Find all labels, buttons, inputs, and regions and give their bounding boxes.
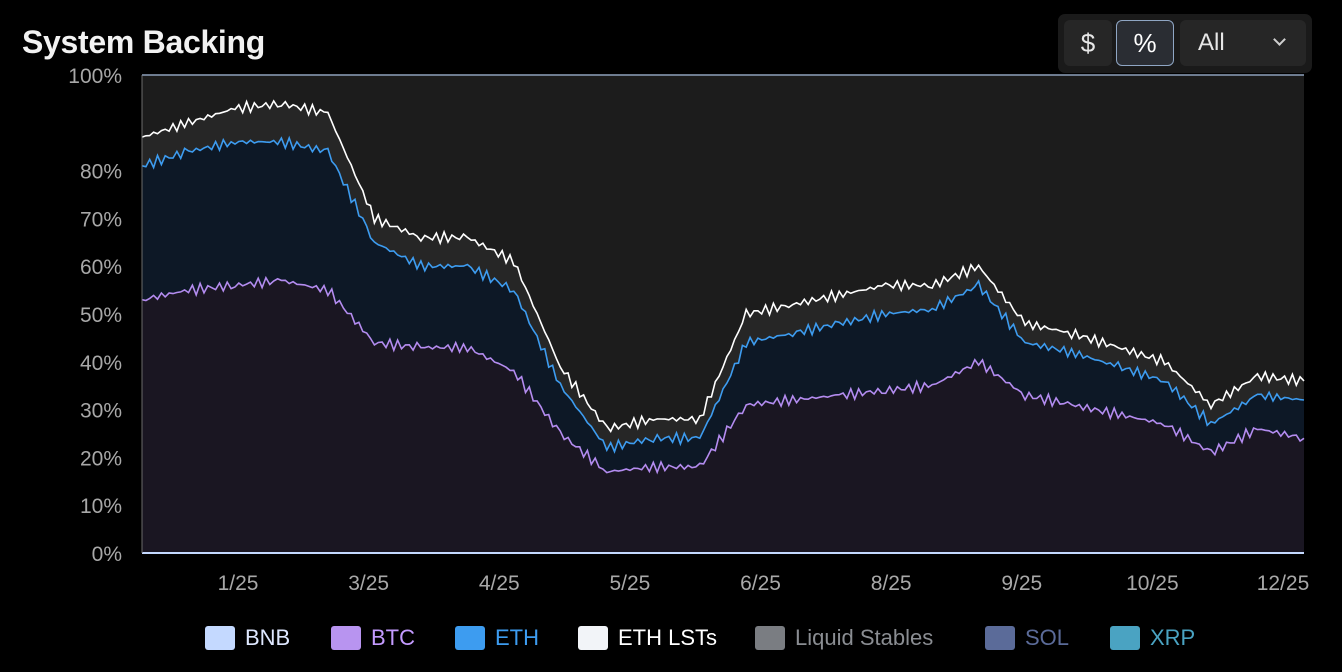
area-btc <box>142 277 1304 553</box>
legend-swatch <box>331 626 361 650</box>
y-tick-label: 70% <box>80 208 122 231</box>
legend-swatch <box>1110 626 1140 650</box>
y-tick-label: 40% <box>80 352 122 375</box>
legend-label: XRP <box>1150 625 1196 650</box>
line-eth <box>141 135 1305 454</box>
legend-item-eth-lsts[interactable]: ETH LSTs <box>578 624 717 652</box>
legend-item-xrp[interactable]: XRP <box>1110 624 1195 652</box>
legend-item-btc[interactable]: BTC <box>331 624 415 652</box>
range-select-value: All <box>1198 29 1225 56</box>
legend-label: SOL <box>1025 625 1070 650</box>
legend-swatch <box>755 626 785 650</box>
y-tick-label: 60% <box>80 256 122 279</box>
legend-item-eth[interactable]: ETH <box>455 624 539 652</box>
chart-title: System Backing <box>22 24 266 60</box>
x-tick-label: 1/25 <box>218 572 259 595</box>
legend-label: BTC <box>371 625 415 650</box>
x-tick-label: 4/25 <box>479 572 520 595</box>
area-eth-lsts <box>142 100 1304 452</box>
x-tick-label: 9/25 <box>1001 572 1042 595</box>
line-eth-lsts <box>141 99 1305 433</box>
range-select[interactable]: All <box>1180 20 1306 66</box>
percent-toggle-button[interactable]: % <box>1116 20 1174 66</box>
legend-swatch <box>578 626 608 650</box>
legend-label: ETH <box>495 625 539 650</box>
y-tick-label: 30% <box>80 400 122 423</box>
dollar-toggle-button[interactable]: $ <box>1064 20 1112 66</box>
legend-swatch <box>205 626 235 650</box>
y-tick-label: 0% <box>92 543 122 566</box>
legend-label: Liquid Stables <box>795 625 934 650</box>
legend-item-bnb[interactable]: BNB <box>205 624 290 652</box>
legend-item-sol[interactable]: SOL <box>985 624 1069 652</box>
chart-legend: BNB BTC ETH ETH LSTs Liquid Stables SOL XRP <box>0 620 1342 656</box>
y-tick-label: 80% <box>80 161 122 184</box>
y-tick-label: 10% <box>80 495 122 518</box>
legend-swatch <box>455 626 485 650</box>
legend-swatch <box>985 626 1015 650</box>
x-tick-label: 3/25 <box>348 572 389 595</box>
legend-label: ETH LSTs <box>618 625 718 650</box>
y-tick-label: 20% <box>80 447 122 470</box>
y-tick-label: 50% <box>80 304 122 327</box>
x-tick-label: 8/25 <box>871 572 912 595</box>
x-tick-label: 5/25 <box>609 572 650 595</box>
legend-label: BNB <box>245 625 291 650</box>
view-controls: $ % All <box>1058 14 1312 73</box>
y-tick-label: 100% <box>68 65 122 88</box>
legend-item-liquid-stables[interactable]: Liquid Stables <box>755 624 933 652</box>
line-btc <box>141 275 1305 475</box>
x-tick-label: 6/25 <box>740 572 781 595</box>
area-eth <box>142 137 1304 473</box>
x-tick-label: 12/25 <box>1257 572 1310 595</box>
x-tick-label: 10/25 <box>1126 572 1179 595</box>
area-liquid-stables <box>142 75 1304 432</box>
